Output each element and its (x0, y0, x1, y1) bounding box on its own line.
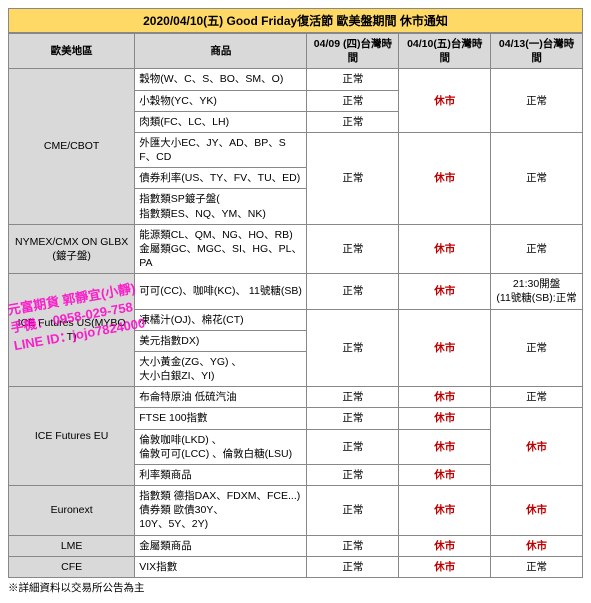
region-cfe: CFE (9, 556, 135, 577)
status-cell: 休市 (399, 535, 491, 556)
status-cell: 正常 (307, 464, 399, 485)
title-bar: 2020/04/10(五) Good Friday復活節 歐美盤期間 休市通知 (8, 8, 583, 33)
status-cell: 正常 (307, 486, 399, 536)
status-cell: 休市 (399, 486, 491, 536)
status-cell: 正常 (307, 556, 399, 577)
status-cell: 正常 (307, 69, 399, 90)
status-cell: 休市 (399, 464, 491, 485)
status-cell: 正常 (307, 387, 399, 408)
status-cell: 休市 (399, 429, 491, 464)
h-product: 商品 (135, 34, 307, 69)
table-row: LME 金屬類商品 正常 休市 休市 (9, 535, 583, 556)
table-row: CFE VIX指數 正常 休市 正常 (9, 556, 583, 577)
status-cell: 休市 (399, 132, 491, 224)
product-cell: VIX指數 (135, 556, 307, 577)
status-cell: 休市 (491, 486, 583, 536)
h-fri: 04/10(五)台灣時間 (399, 34, 491, 69)
status-cell: 正常 (307, 90, 399, 111)
status-cell: 正常 (307, 535, 399, 556)
region-nymex: NYMEX/CMX ON GLBX(鍍子盤) (9, 224, 135, 274)
table-row: CME/CBOT 穀物(W、C、S、BO、SM、O) 正常 休市 正常 (9, 69, 583, 90)
product-cell: 利率類商品 (135, 464, 307, 485)
product-cell: 債券利率(US、TY、FV、TU、ED) (135, 168, 307, 189)
status-cell: 休市 (399, 408, 491, 429)
status-cell: 正常 (491, 556, 583, 577)
table-row: ICE Futures US(MYBOT) 可可(CC)、咖啡(KC)、 11號… (9, 274, 583, 309)
status-cell: 休市 (399, 224, 491, 274)
product-cell: 金屬類商品 (135, 535, 307, 556)
region-iceus: ICE Futures US(MYBOT) (9, 274, 135, 387)
footnote: ※詳細資料以交易所公告為主 (8, 578, 583, 595)
product-cell: 能源類CL、QM、NG、HO、RB)金屬類GC、MGC、SI、HG、PL、PA (135, 224, 307, 274)
status-cell: 正常 (491, 69, 583, 133)
status-cell: 正常 (307, 132, 399, 224)
status-cell: 21:30開盤(11號糖(SB):正常 (491, 274, 583, 309)
region-iceeu: ICE Futures EU (9, 387, 135, 486)
product-cell: 倫敦咖啡(LKD) 、倫敦可可(LCC) 、倫敦白糖(LSU) (135, 429, 307, 464)
product-cell: 大小黃金(ZG、YG) 、大小白銀ZI、YI) (135, 351, 307, 386)
product-cell: FTSE 100指數 (135, 408, 307, 429)
h-thu: 04/09 (四)台灣時間 (307, 34, 399, 69)
product-cell: 外匯大小EC、JY、AD、BP、SF、CD (135, 132, 307, 167)
product-cell: 小穀物(YC、YK) (135, 90, 307, 111)
holiday-table: 歐美地區 商品 04/09 (四)台灣時間 04/10(五)台灣時間 04/13… (8, 33, 583, 578)
status-cell: 正常 (307, 274, 399, 309)
status-cell: 休市 (399, 69, 491, 133)
product-cell: 布侖特原油 低硫汽油 (135, 387, 307, 408)
product-cell: 美元指數DX) (135, 330, 307, 351)
table-row: ICE Futures EU 布侖特原油 低硫汽油 正常 休市 正常 (9, 387, 583, 408)
product-cell: 可可(CC)、咖啡(KC)、 11號糖(SB) (135, 274, 307, 309)
table-row: Euronext 指數類 德指DAX、FDXM、FCE...)債券類 歐債30Y… (9, 486, 583, 536)
status-cell: 正常 (491, 132, 583, 224)
product-cell: 肉類(FC、LC、LH) (135, 111, 307, 132)
region-cme: CME/CBOT (9, 69, 135, 224)
region-euronext: Euronext (9, 486, 135, 536)
h-mon: 04/13(一)台灣時間 (491, 34, 583, 69)
status-cell: 正常 (307, 309, 399, 387)
status-cell: 休市 (491, 408, 583, 486)
region-lme: LME (9, 535, 135, 556)
status-cell: 休市 (399, 309, 491, 387)
status-cell: 正常 (491, 387, 583, 408)
product-cell: 穀物(W、C、S、BO、SM、O) (135, 69, 307, 90)
status-cell: 正常 (307, 429, 399, 464)
status-cell: 休市 (399, 274, 491, 309)
product-cell: 指數類SP鍍子盤(指數類ES、NQ、YM、NK) (135, 189, 307, 224)
h-region: 歐美地區 (9, 34, 135, 69)
status-cell: 正常 (307, 111, 399, 132)
status-cell: 正常 (307, 224, 399, 274)
table-row: NYMEX/CMX ON GLBX(鍍子盤) 能源類CL、QM、NG、HO、RB… (9, 224, 583, 274)
product-cell: 指數類 德指DAX、FDXM、FCE...)債券類 歐債30Y、10Y、5Y、2… (135, 486, 307, 536)
header-row: 歐美地區 商品 04/09 (四)台灣時間 04/10(五)台灣時間 04/13… (9, 34, 583, 69)
product-cell: 凍橘汁(OJ)、棉花(CT) (135, 309, 307, 330)
status-cell: 正常 (307, 408, 399, 429)
status-cell: 正常 (491, 309, 583, 387)
status-cell: 休市 (491, 535, 583, 556)
status-cell: 休市 (399, 556, 491, 577)
status-cell: 休市 (399, 387, 491, 408)
status-cell: 正常 (491, 224, 583, 274)
